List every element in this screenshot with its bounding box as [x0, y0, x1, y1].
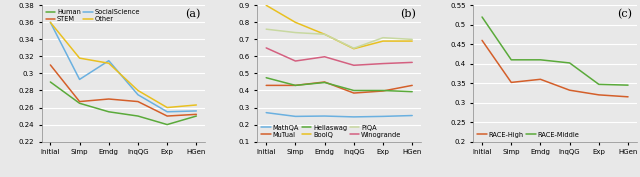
Text: (b): (b)	[400, 9, 416, 20]
Legend: MathQA, MuTual, Hellaswag, BoolQ, PIQA, Winogrande: MathQA, MuTual, Hellaswag, BoolQ, PIQA, …	[260, 124, 403, 138]
Text: (a): (a)	[185, 9, 200, 20]
Text: (c): (c)	[617, 9, 632, 20]
Legend: RACE-High, RACE-Middle: RACE-High, RACE-Middle	[477, 131, 580, 138]
Legend: Human, STEM, SocialScience, Other: Human, STEM, SocialScience, Other	[45, 9, 141, 23]
